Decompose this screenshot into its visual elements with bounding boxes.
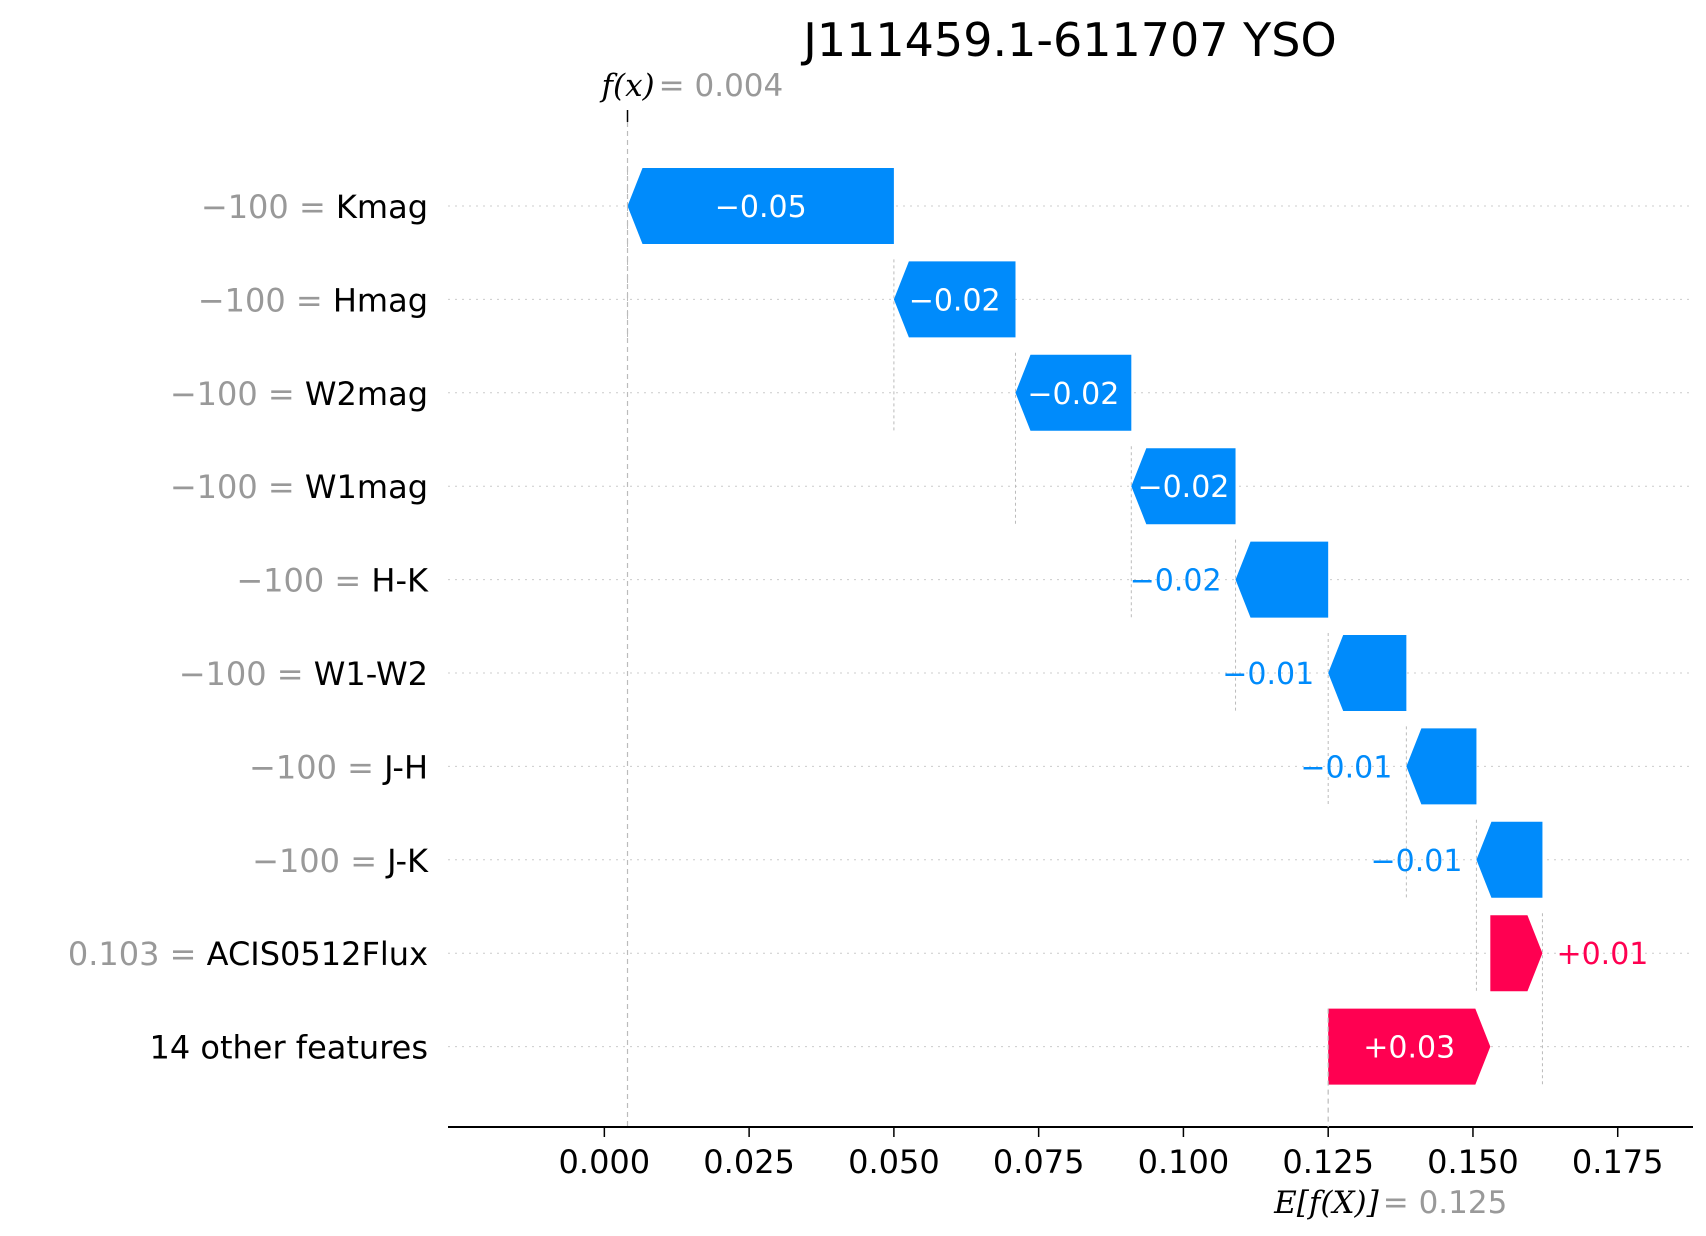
bar xyxy=(627,168,894,244)
chart-title: J111459.1-611707 YSO xyxy=(800,13,1336,67)
feature-value: −100 xyxy=(252,842,340,880)
feature-equals: = xyxy=(159,935,206,973)
efx-label: E[f(X)] = 0.125 xyxy=(1273,1185,1507,1221)
feature-name: Kmag xyxy=(336,188,428,226)
bars: −0.05 −0.02 −0.02 −0.02 −0.02 −0.01 −0.01 −0.01… xyxy=(627,168,1648,1085)
x-tick-label: 0.075 xyxy=(993,1143,1085,1181)
x-tick-label: 0.050 xyxy=(848,1143,940,1181)
bar xyxy=(1490,915,1543,992)
feature-value: −100 xyxy=(198,281,286,319)
feature-equals: = xyxy=(340,842,387,880)
feature-value: −100 xyxy=(236,562,324,600)
bar-value-label: −0.01 xyxy=(1300,750,1392,785)
feature-equals: = xyxy=(324,562,371,600)
efx-value: 0.125 xyxy=(1419,1185,1508,1221)
feature-value: −100 xyxy=(249,748,337,786)
fx-label: f(x) = 0.004 xyxy=(600,68,784,104)
bar xyxy=(1015,354,1132,431)
fx-equals: = xyxy=(659,68,695,104)
feature-value: −100 xyxy=(170,468,258,506)
x-tick-label: 0.175 xyxy=(1572,1143,1664,1181)
bar-value-label: +0.01 xyxy=(1556,937,1648,972)
feature-name: ACIS0512Flux xyxy=(207,935,428,973)
feature-equals: = xyxy=(337,748,384,786)
bar-value-label: −0.02 xyxy=(1130,564,1222,599)
x-tick-label: 0.125 xyxy=(1282,1143,1374,1181)
fx-value: 0.004 xyxy=(695,68,784,104)
bar-value-label: −0.02 xyxy=(909,283,1001,318)
bar xyxy=(1235,541,1329,618)
feature-label: 0.103 = ACIS0512Flux xyxy=(68,935,428,973)
feature-equals: = xyxy=(267,655,314,693)
feature-label: −100 = W2mag xyxy=(170,375,428,413)
bar-value-label: −0.05 xyxy=(715,190,807,225)
connector-lines xyxy=(627,166,1543,1087)
feature-label: −100 = Kmag xyxy=(201,188,428,226)
x-tick-label: 0.025 xyxy=(703,1143,795,1181)
bar-value-label: +0.03 xyxy=(1363,1031,1455,1066)
feature-value: −100 xyxy=(179,655,267,693)
bar xyxy=(1476,821,1543,898)
feature-equals: = xyxy=(289,188,336,226)
feature-equals: = xyxy=(286,281,333,319)
feature-value: −100 xyxy=(170,375,258,413)
feature-name: Hmag xyxy=(333,281,428,319)
fx-symbol: f(x) xyxy=(600,68,655,104)
feature-label: −100 = J-K xyxy=(252,842,429,880)
feature-equals: = xyxy=(258,375,305,413)
feature-name: W1-W2 xyxy=(314,655,428,693)
value-annotations: f(x) = 0.004 E[f(X)] = 0.125 xyxy=(600,68,1508,1221)
feature-name: J-H xyxy=(382,748,428,786)
feature-name: J-K xyxy=(385,842,429,880)
feature-name: W1mag xyxy=(305,468,428,506)
bar xyxy=(1328,1008,1491,1085)
feature-label: −100 = W1-W2 xyxy=(179,655,428,693)
bar-value-label: −0.01 xyxy=(1222,657,1314,692)
bar xyxy=(1131,448,1236,525)
feature-name: H-K xyxy=(371,562,429,600)
efx-equals: = xyxy=(1383,1185,1419,1221)
x-tick-label: 0.100 xyxy=(1138,1143,1230,1181)
feature-labels: −100 = Kmag−100 = Hmag−100 = W2mag−100 =… xyxy=(68,188,429,1067)
x-tick-label: 0.000 xyxy=(559,1143,651,1181)
bar-value-label: −0.02 xyxy=(1027,377,1119,412)
x-tick-label: 0.150 xyxy=(1427,1143,1519,1181)
feature-label: −100 = H-K xyxy=(236,562,429,600)
x-axis: 0.000 0.025 0.050 0.075 0.100 0.125 0.150 0.175 xyxy=(448,1126,1693,1181)
feature-label: −100 = Hmag xyxy=(198,281,428,319)
feature-equals: = xyxy=(258,468,305,506)
bar xyxy=(893,261,1016,338)
feature-name: 14 other features xyxy=(149,1029,428,1067)
efx-symbol: E[f(X)] xyxy=(1273,1185,1379,1221)
bar xyxy=(1328,635,1407,711)
feature-label: 14 other features xyxy=(149,1029,428,1067)
bar-value-label: −0.01 xyxy=(1370,844,1462,879)
feature-value: −100 xyxy=(201,188,289,226)
bar-value-label: −0.02 xyxy=(1137,470,1229,505)
feature-label: −100 = J-H xyxy=(249,748,428,786)
feature-label: −100 = W1mag xyxy=(170,468,428,506)
bar xyxy=(1406,728,1477,805)
feature-name: W2mag xyxy=(305,375,428,413)
feature-value: 0.103 xyxy=(68,935,160,973)
